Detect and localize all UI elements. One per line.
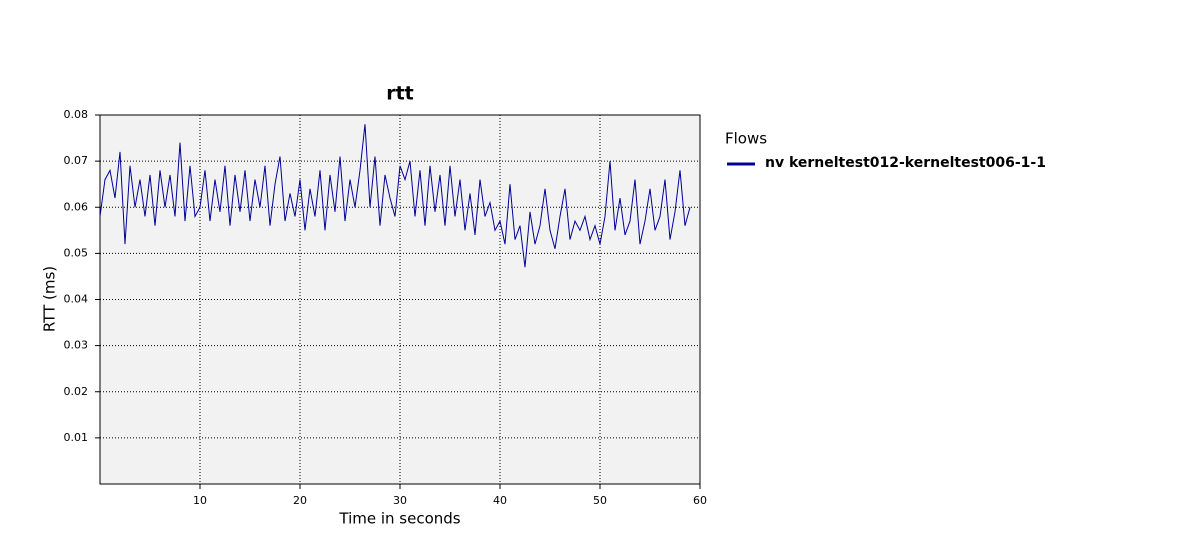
x-tick-label: 50 <box>593 494 607 507</box>
x-tick-label: 60 <box>693 494 707 507</box>
x-tick-label: 20 <box>293 494 307 507</box>
y-tick-label: 0.03 <box>64 339 89 352</box>
legend-label: nv kerneltest012-kerneltest006-1-1 <box>765 155 1046 171</box>
y-axis-label: RTT (ms) <box>41 266 59 332</box>
y-tick-label: 0.06 <box>64 200 89 213</box>
data-line <box>99 124 691 268</box>
y-tick-label: 0.08 <box>64 108 89 121</box>
chart-title: rtt <box>386 83 414 105</box>
y-tick-label: 0.07 <box>64 154 89 167</box>
x-tick-label: 30 <box>393 494 407 507</box>
x-tick-label: 10 <box>193 494 207 507</box>
x-axis-label: Time in seconds <box>338 510 460 528</box>
y-tick-label: 0.02 <box>64 385 89 398</box>
y-tick-label: 0.01 <box>64 431 89 444</box>
y-tick-label: 0.04 <box>64 293 89 306</box>
legend-title: Flows <box>725 130 767 148</box>
x-tick-label: 40 <box>493 494 507 507</box>
y-tick-label: 0.05 <box>64 246 89 259</box>
